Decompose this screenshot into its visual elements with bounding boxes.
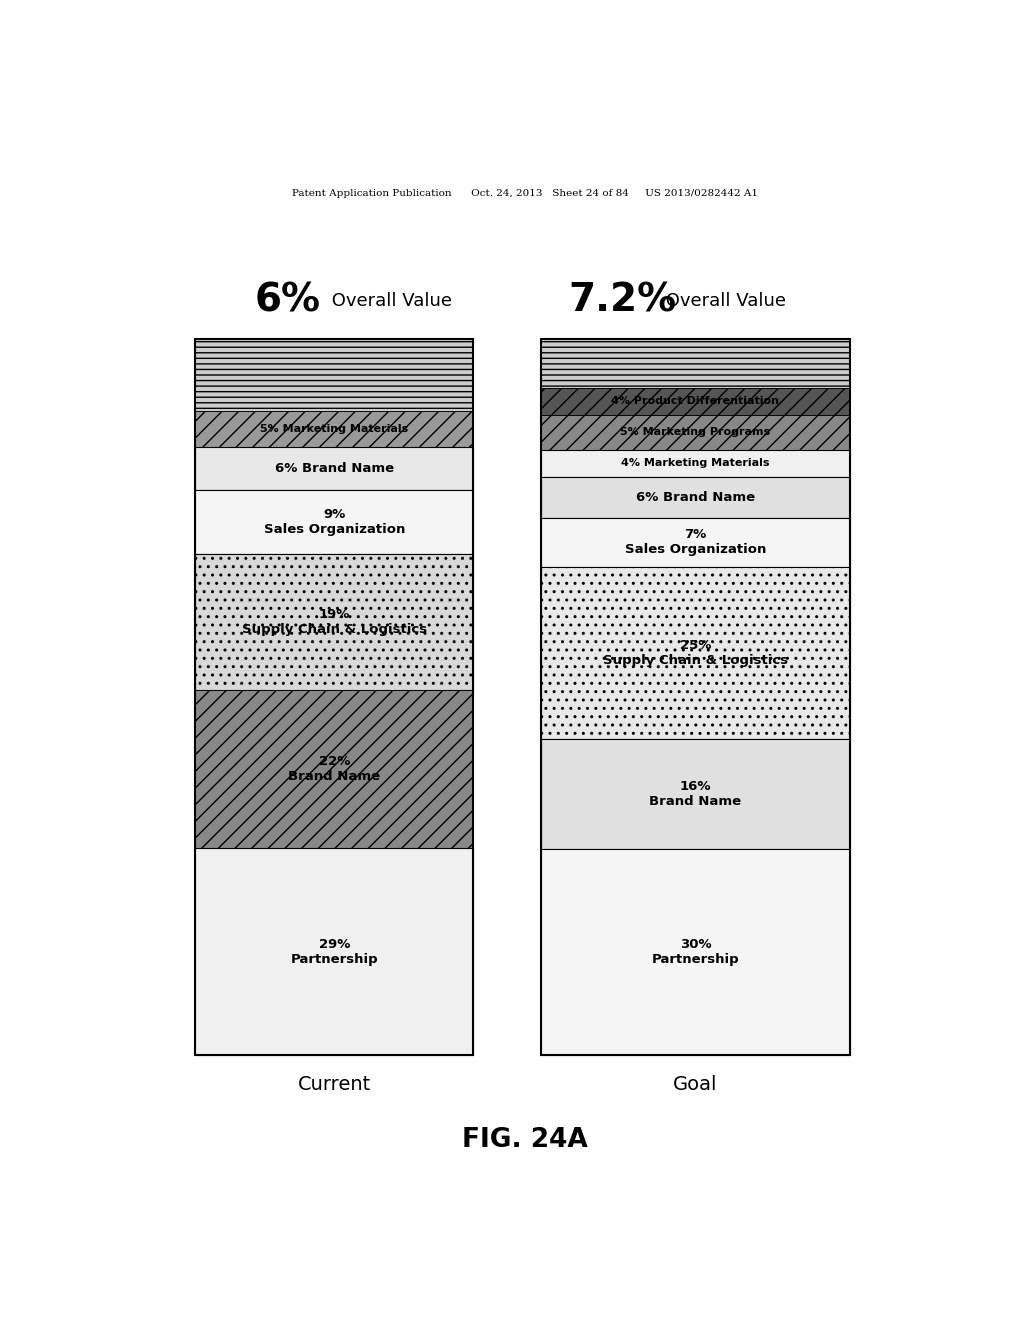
Bar <box>541 414 850 450</box>
Bar <box>541 739 850 849</box>
Bar <box>196 446 473 490</box>
Text: 6% Brand Name: 6% Brand Name <box>274 462 394 475</box>
Bar <box>196 339 473 411</box>
Bar <box>196 690 473 847</box>
Text: 25%
Supply Chain & Logistics: 25% Supply Chain & Logistics <box>603 639 788 667</box>
Bar <box>196 847 473 1056</box>
Text: 6% Brand Name: 6% Brand Name <box>636 491 755 504</box>
Bar <box>196 339 473 411</box>
Bar <box>196 554 473 690</box>
Text: 9%
Sales Organization: 9% Sales Organization <box>263 508 406 536</box>
Bar <box>541 339 850 388</box>
Text: FIG. 24A: FIG. 24A <box>462 1127 588 1154</box>
Bar <box>541 414 850 450</box>
Text: Current: Current <box>298 1074 371 1094</box>
Bar <box>196 490 473 554</box>
Bar <box>541 339 850 388</box>
Text: 29%
Partnership: 29% Partnership <box>291 937 378 966</box>
Text: 5% Marketing Materials: 5% Marketing Materials <box>260 424 409 434</box>
Text: 4% Product Differentiation: 4% Product Differentiation <box>611 396 779 407</box>
Bar <box>541 519 850 566</box>
Text: Overall Value: Overall Value <box>327 292 453 310</box>
Text: Overall Value: Overall Value <box>659 292 785 310</box>
Bar <box>196 339 473 1056</box>
Text: Goal: Goal <box>673 1074 718 1094</box>
Text: 16%
Brand Name: 16% Brand Name <box>649 780 741 808</box>
Text: 5% Marketing Programs: 5% Marketing Programs <box>621 428 770 437</box>
Text: 22%
Brand Name: 22% Brand Name <box>289 755 380 783</box>
Text: 6%: 6% <box>255 282 321 319</box>
Bar <box>196 690 473 847</box>
Bar <box>541 450 850 477</box>
Bar <box>196 411 473 446</box>
Text: 30%
Partnership: 30% Partnership <box>651 939 739 966</box>
Text: 4% Marketing Materials: 4% Marketing Materials <box>622 458 770 469</box>
Bar <box>541 388 850 414</box>
Text: Patent Application Publication      Oct. 24, 2013   Sheet 24 of 84     US 2013/0: Patent Application Publication Oct. 24, … <box>292 189 758 198</box>
Bar <box>196 411 473 446</box>
Bar <box>541 849 850 1056</box>
Bar <box>541 339 850 1056</box>
Text: 7%
Sales Organization: 7% Sales Organization <box>625 528 766 557</box>
Text: 7.2%: 7.2% <box>568 282 677 319</box>
Text: 19%
Supply Chain & Logistics: 19% Supply Chain & Logistics <box>242 609 427 636</box>
Bar <box>541 388 850 414</box>
Bar <box>541 566 850 739</box>
Bar <box>196 554 473 690</box>
Bar <box>541 477 850 519</box>
Bar <box>541 566 850 739</box>
